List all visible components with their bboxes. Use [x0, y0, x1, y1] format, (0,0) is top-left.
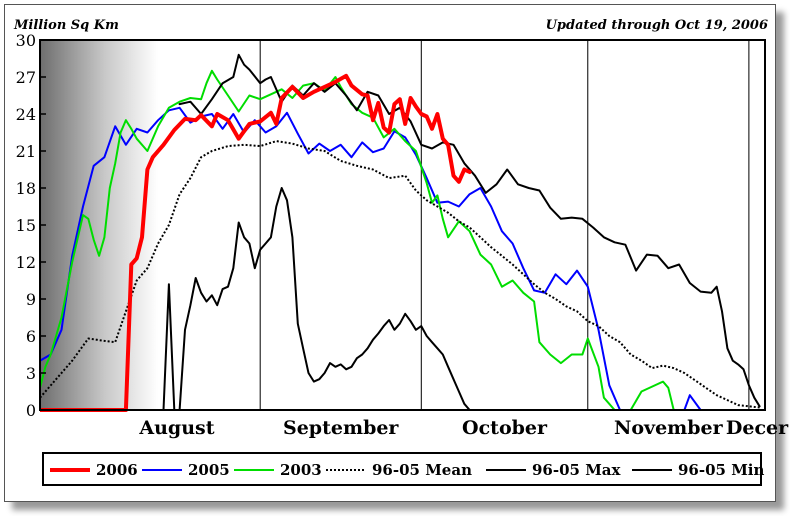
- y-tick-label: 27: [16, 68, 36, 87]
- y-tick-label: 24: [16, 105, 36, 124]
- y-tick-label: 15: [16, 216, 36, 235]
- month-label: August: [138, 417, 214, 439]
- y-tick-label: 0: [26, 401, 36, 420]
- legend-label: 96-05 Max: [532, 461, 621, 479]
- series-line-96-05-max: [178, 53, 761, 408]
- month-label: Decer: [726, 417, 789, 439]
- y-tick-label: 9: [26, 290, 36, 309]
- legend: 2006 2005 2003 96-05 Mean 96-05 Max 96-05 Min: [42, 452, 764, 486]
- series-line-96-05-mean: [40, 140, 760, 409]
- legend-item: 2005: [142, 460, 230, 480]
- legend-swatch: [326, 469, 366, 471]
- series-line-96-05-min: [162, 187, 471, 411]
- legend-label: 96-05 Mean: [372, 461, 472, 479]
- month-label: September: [283, 417, 399, 439]
- legend-item: 2006: [50, 460, 138, 480]
- legend-item: 96-05 Mean: [326, 460, 472, 480]
- y-tick-label: 18: [16, 179, 36, 198]
- legend-item: 2003: [234, 460, 322, 480]
- series-line-2006: [40, 73, 472, 412]
- y-tick-label: 6: [26, 327, 36, 346]
- y-tick-label: 30: [16, 31, 36, 50]
- y-tick-label: 3: [26, 364, 36, 383]
- series-line-2005: [40, 106, 765, 411]
- legend-item: 96-05 Max: [486, 460, 620, 480]
- y-axis: 0 3 6 9 12 15 18 21 24 27 30: [16, 31, 46, 420]
- legend-item: 96-05 Min: [632, 460, 764, 480]
- legend-swatch: [142, 469, 182, 471]
- legend-label: 2005: [188, 461, 230, 479]
- x-axis: August September October November Decer: [138, 417, 789, 439]
- legend-label: 2006: [96, 461, 138, 479]
- grid-lines: [259, 40, 750, 410]
- legend-swatch: [486, 469, 526, 471]
- series-group: [40, 53, 765, 412]
- updated-label: Updated through Oct 19, 2006: [545, 18, 768, 33]
- pre-season-shading: [40, 40, 158, 410]
- legend-swatch: [50, 468, 90, 472]
- legend-label: 2003: [280, 461, 322, 479]
- legend-swatch: [234, 469, 274, 471]
- month-label: November: [614, 417, 724, 439]
- y-tick-label: 12: [16, 253, 36, 272]
- legend-swatch: [632, 469, 672, 471]
- units-label: Million Sq Km: [14, 18, 119, 33]
- month-label: October: [462, 417, 548, 439]
- y-tick-label: 21: [16, 142, 36, 161]
- legend-label: 96-05 Min: [678, 461, 765, 479]
